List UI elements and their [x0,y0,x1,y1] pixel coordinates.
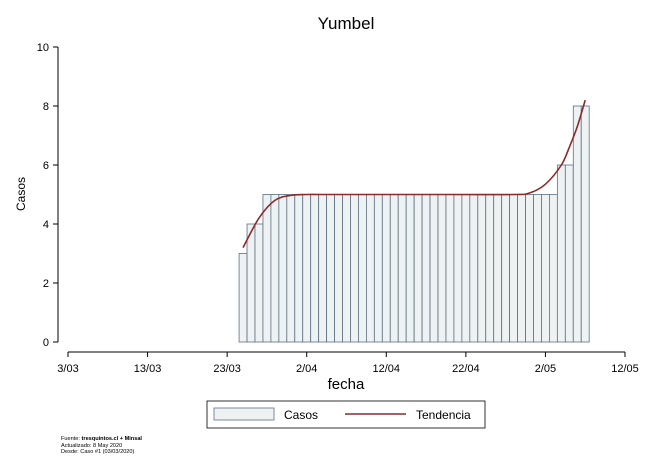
bar [318,194,328,343]
bar [365,194,375,343]
y-axis-title: Casos [14,177,28,211]
bar [254,223,264,343]
source-note: Fuente: tresquintos.cl + Minsal Actualiz… [61,436,142,456]
bar [541,194,550,343]
x-tick-label: 12/05 [611,363,639,375]
y-tick-label: 2 [43,278,49,290]
bar [485,194,495,343]
y-axis: 0 2 4 6 8 10 [37,42,59,349]
bar [238,253,248,343]
chart-title: Yumbel [318,14,375,33]
legend-swatch-casos [213,407,275,421]
bar [389,194,399,343]
bar [278,194,288,343]
bar [572,105,582,343]
legend-label-tendencia: Tendencia [416,408,471,422]
x-tick-label: 12/04 [373,363,401,375]
y-tick-label: 4 [43,219,49,231]
x-tick-label: 23/03 [213,363,241,375]
bar [326,194,335,343]
x-tick-label: 22/04 [452,363,480,375]
bar [358,194,367,343]
bar [294,194,304,343]
bar [556,164,566,343]
bar [533,194,542,343]
x-tick-label: 2/04 [296,363,317,375]
bar [246,223,256,343]
trend-line [242,99,586,248]
bar [580,105,590,343]
trend-layer [242,99,586,248]
bar [509,194,518,343]
bar [493,194,503,343]
bars-layer [238,105,590,343]
bar [397,194,407,343]
bar [381,194,391,343]
bar [453,194,463,343]
x-axis-title: fecha [328,376,365,393]
bar [429,194,439,343]
legend-label-casos: Casos [284,408,318,422]
bar [501,194,511,343]
bar [373,194,383,343]
bar [564,164,574,343]
bar [270,194,280,343]
bar [262,194,272,343]
bar [302,194,312,343]
bar [310,194,320,343]
bar [286,194,296,343]
bar [477,194,487,343]
bar [413,194,423,343]
bar [405,194,415,343]
legend: Casos Tendencia [206,400,486,429]
bar [350,194,359,343]
x-tick-label: 13/03 [134,363,162,375]
y-tick-label: 10 [37,42,49,54]
x-tick-label: 3/03 [57,363,78,375]
bar [461,194,471,343]
source-line-3: Desde: Caso #1 (03/03/2020) [61,449,135,456]
bar [421,194,431,343]
y-tick-label: 8 [43,101,49,113]
source-line-1: Fuente: tresquintos.cl + Minsal [61,436,142,442]
bar [445,194,455,343]
bar [549,194,558,343]
bar [342,194,351,343]
y-tick-label: 0 [43,337,49,349]
bar [469,194,479,343]
bar [334,194,343,343]
y-tick-label: 6 [43,160,49,172]
bar [517,194,526,343]
source-line-2: Actualizado: 8 May 2020 [61,442,123,449]
x-tick-label: 2/05 [535,363,556,375]
bar [437,194,447,343]
x-axis: 3/03 13/03 23/03 2/04 12/04 22/04 2/05 12/05 [57,351,639,375]
bar [525,194,534,343]
